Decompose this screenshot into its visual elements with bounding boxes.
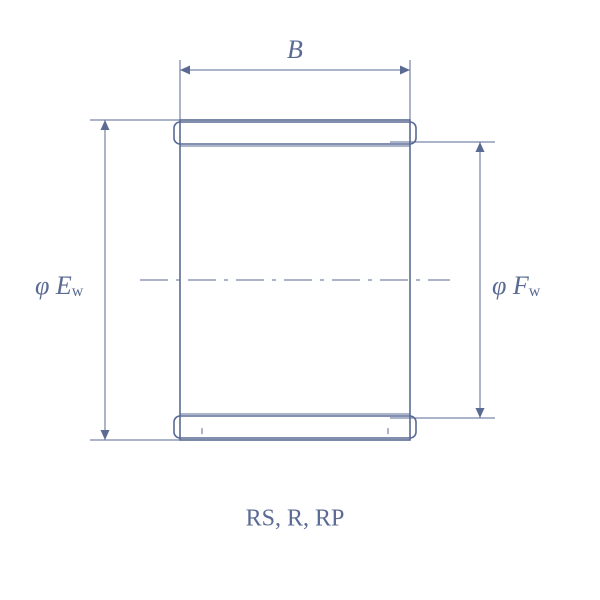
dim-label-Ew: φ Ew bbox=[35, 271, 84, 300]
caption: RS, R, RP bbox=[246, 506, 345, 532]
dim-label-Fw: φ Fw bbox=[492, 271, 541, 300]
dim-label-B: B bbox=[287, 35, 303, 64]
